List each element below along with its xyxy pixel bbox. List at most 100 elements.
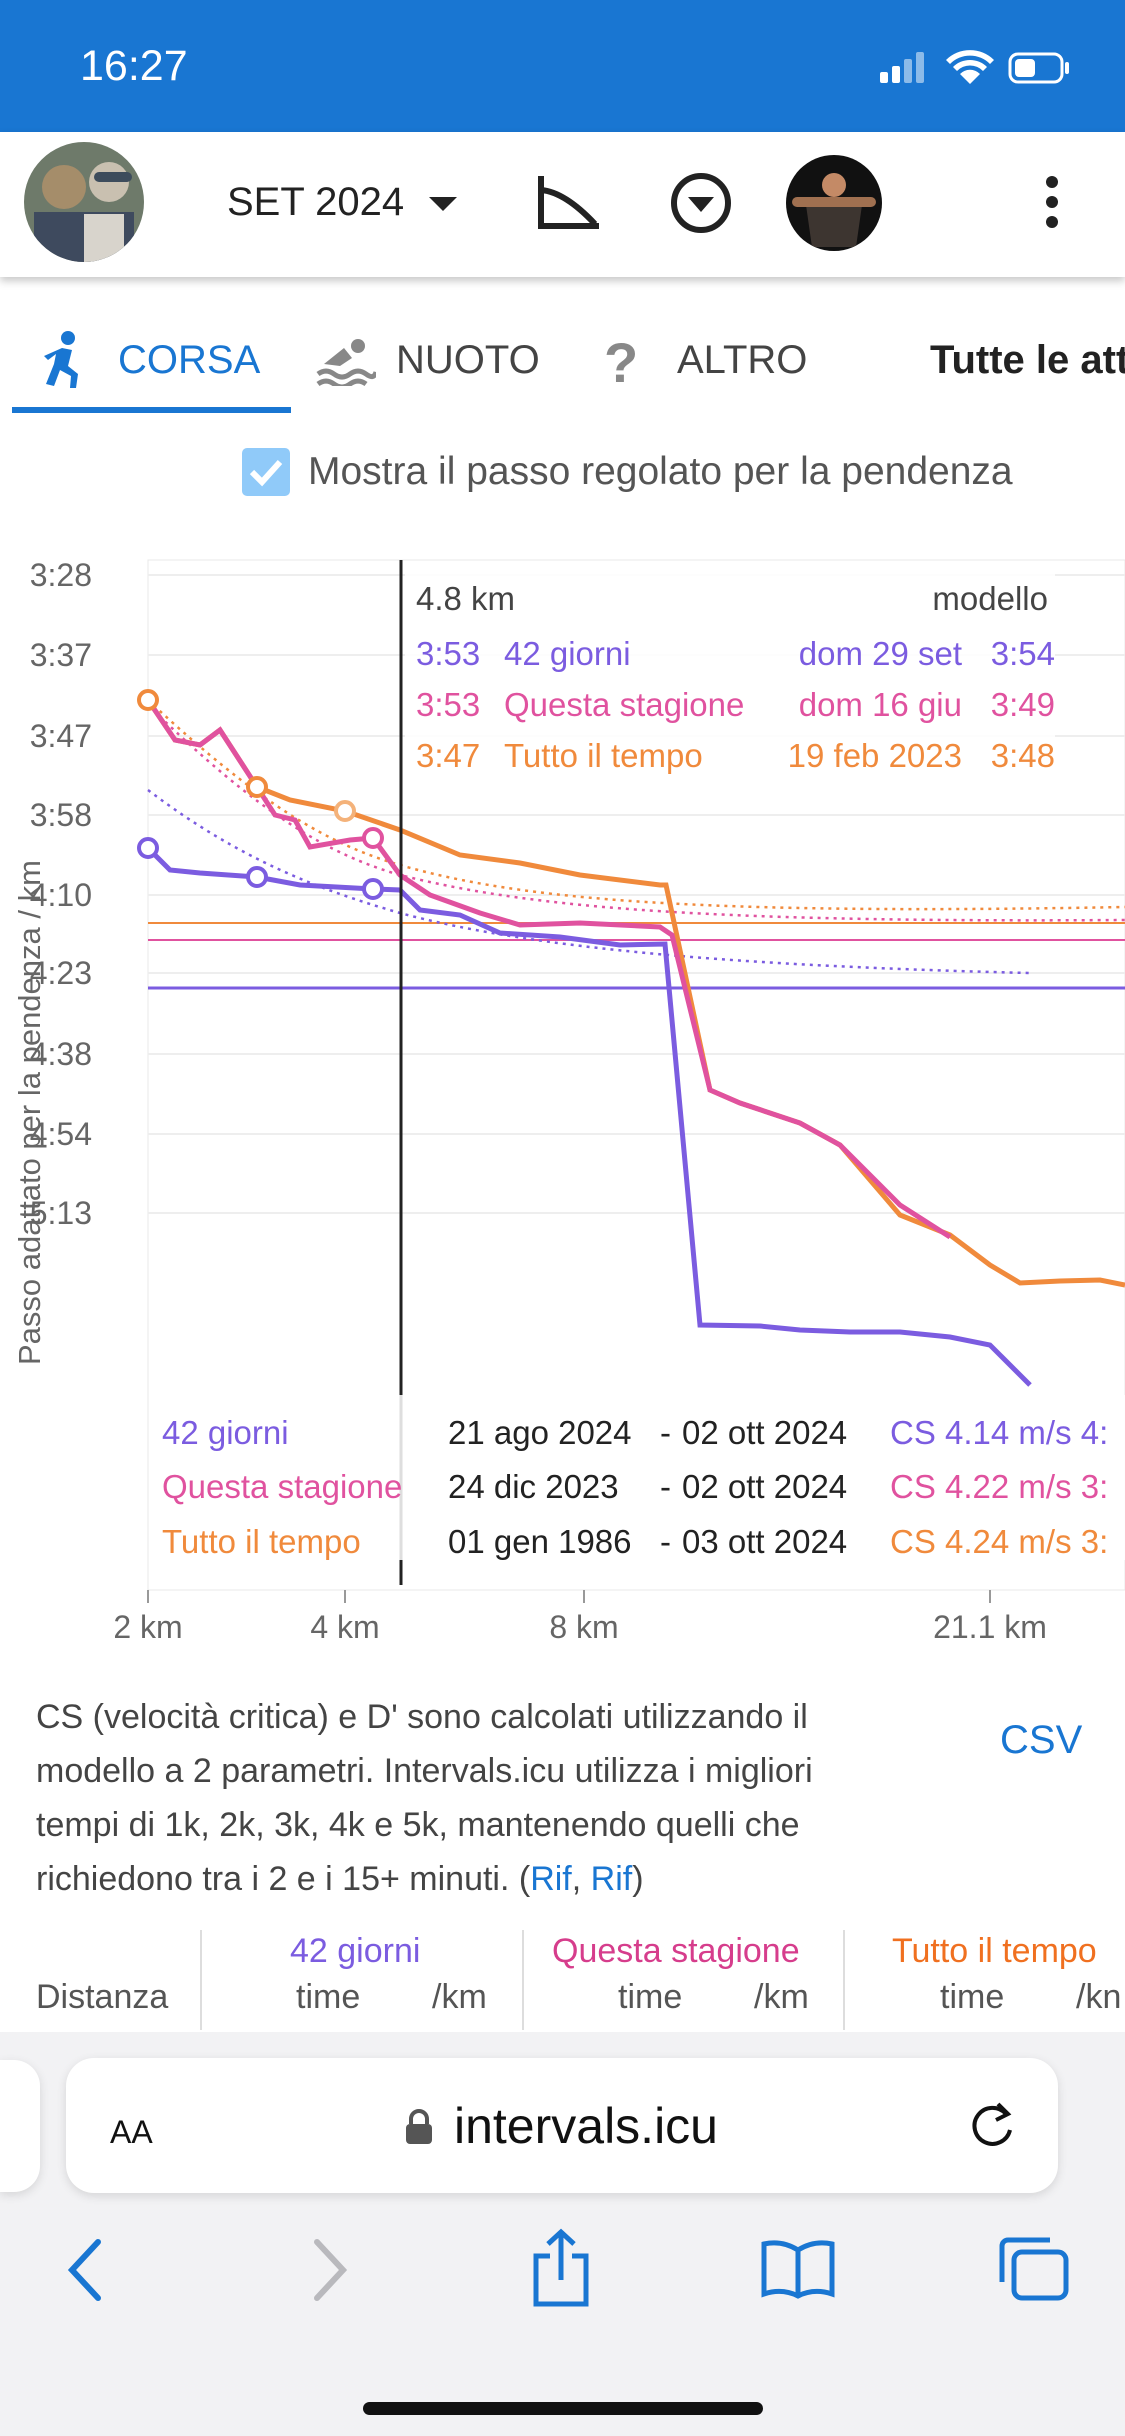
tooltip-pace: 3:53 — [416, 686, 480, 723]
legend-bg — [152, 1395, 1125, 1560]
y-tick-label: 3:37 — [30, 637, 92, 673]
x-tick-label: 8 km — [549, 1609, 618, 1645]
text-size-button[interactable]: AA — [110, 2104, 153, 2154]
tooltip-bg — [405, 565, 1055, 785]
y-tick-label: 4:23 — [30, 955, 92, 991]
address-bar[interactable] — [66, 2058, 1058, 2193]
app-header — [0, 132, 1125, 277]
question-icon: ? — [604, 331, 639, 394]
share-icon[interactable] — [528, 2228, 594, 2308]
legend-series-name[interactable]: 42 giorni — [162, 1414, 289, 1451]
cellular-signal-icon — [880, 52, 924, 83]
marker-stagione-4k — [362, 827, 384, 849]
swim-icon — [316, 339, 376, 386]
power-curve-icon[interactable] — [535, 172, 605, 232]
user-avatar[interactable] — [24, 142, 144, 262]
table-perkm-header: /km — [432, 1978, 487, 2016]
y-tick-label: 3:47 — [30, 718, 92, 754]
athlete-avatar[interactable] — [786, 155, 882, 251]
y-tick-label: 4:10 — [30, 877, 92, 913]
tab-altro[interactable]: ALTRO — [677, 338, 808, 382]
bookmarks-icon[interactable] — [760, 2238, 836, 2300]
status-time: 16:27 — [80, 42, 188, 90]
slope-adjusted-checkbox[interactable] — [242, 448, 290, 496]
back-icon[interactable] — [60, 2236, 110, 2306]
active-tab-indicator — [12, 407, 291, 413]
y-tick-label: 4:38 — [30, 1036, 92, 1072]
legend-dash: - — [660, 1414, 671, 1451]
url-text[interactable]: intervals.icu — [454, 2098, 718, 2154]
forward-icon[interactable] — [305, 2236, 355, 2306]
description-end: ) — [632, 1860, 644, 1898]
cs-description: CS (velocità critica) e D' sono calcolat… — [36, 1690, 866, 1906]
table-perkm-header: /kn — [1076, 1978, 1122, 2016]
previous-tab-edge[interactable] — [0, 2060, 40, 2192]
status-bar — [0, 0, 1125, 132]
table-group-stagione[interactable]: Questa stagione — [552, 1932, 800, 1970]
tooltip-pace: 3:47 — [416, 737, 480, 774]
ref-link-1[interactable]: Rif — [530, 1860, 572, 1898]
tooltip-date: dom 29 set — [799, 635, 962, 672]
tooltip-date: dom 16 giu — [799, 686, 962, 723]
legend-dash: - — [660, 1523, 671, 1560]
y-tick-label: 5:13 — [30, 1195, 92, 1231]
tab-corsa[interactable]: CORSA — [118, 338, 261, 382]
column-divider — [522, 1930, 524, 2030]
tooltip-model-header: modello — [932, 580, 1048, 617]
legend-to-date: 02 ott 2024 — [682, 1414, 847, 1451]
x-tick-label: 4 km — [310, 1609, 379, 1645]
battery-icon — [1008, 52, 1069, 84]
tooltip-model: 3:49 — [991, 686, 1055, 723]
tooltip-series-name: Tutto il tempo — [504, 737, 703, 774]
tooltip-model: 3:54 — [991, 635, 1055, 672]
legend-to-date: 02 ott 2024 — [682, 1468, 847, 1505]
legend-from-date: 01 gen 1986 — [448, 1523, 632, 1560]
status-icons — [880, 50, 1069, 84]
series-line-42 — [146, 846, 1032, 1387]
csv-button[interactable]: CSV — [1000, 1718, 1083, 1762]
lock-icon — [406, 2109, 432, 2144]
text-size-label: AA — [110, 2114, 153, 2150]
check-icon — [249, 459, 283, 487]
marker-42-3k — [246, 866, 268, 888]
marker-tutto-2k — [137, 689, 159, 711]
tooltip-date: 19 feb 2023 — [788, 737, 962, 774]
tooltip-series-name: 42 giorni — [504, 635, 631, 672]
legend-dash: - — [660, 1468, 671, 1505]
tab-tutte[interactable]: Tutte le att — [930, 338, 1125, 382]
pace-curve-chart[interactable]: 3:28 3:37 3:47 3:58 4:10 4:23 4:38 4:54 5:13 2 k… — [0, 545, 1125, 1655]
table-group-42[interactable]: 42 giorni — [290, 1932, 421, 1970]
checkbox-label: Mostra il passo regolato per la pendenza — [308, 450, 1013, 493]
table-time-header: time — [940, 1978, 1005, 2016]
legend-series-name[interactable]: Questa stagione — [162, 1468, 402, 1505]
run-icon — [44, 331, 78, 388]
legend-from-date: 21 ago 2024 — [448, 1414, 632, 1451]
tooltip-distance: 4.8 km — [416, 580, 515, 617]
y-tick-label: 3:58 — [30, 797, 92, 833]
table-time-header: time — [296, 1978, 361, 2016]
table-group-tutto[interactable]: Tutto il tempo — [892, 1932, 1097, 1970]
circle-chevron-down-icon[interactable] — [668, 170, 734, 236]
more-vert-icon[interactable] — [1040, 172, 1064, 232]
reload-icon[interactable] — [966, 2100, 1018, 2152]
tooltip-rows: 3:53 42 giorni dom 29 set 3:54 3:53 Questa st… — [416, 635, 1055, 774]
table-perkm-header: /km — [754, 1978, 809, 2016]
ref-link-2[interactable]: Rif — [590, 1860, 633, 1898]
y-axis-label: Passo adattato per la pendenza / km — [12, 860, 47, 1365]
x-ticks: 2 km 4 km 8 km 21.1 km — [113, 1590, 1047, 1645]
legend-to-date: 03 ott 2024 — [682, 1523, 847, 1560]
column-divider — [843, 1930, 845, 2030]
month-selector[interactable]: SET 2024 — [227, 180, 461, 225]
legend-series-name[interactable]: Tutto il tempo — [162, 1523, 361, 1560]
x-tick-label: 2 km — [113, 1609, 182, 1645]
description-text: CS (velocità critica) e D' sono calcolat… — [36, 1698, 813, 1898]
legend-cs: CS 4.24 m/s 3: — [890, 1523, 1108, 1560]
legend-from-date: 24 dic 2023 — [448, 1468, 619, 1505]
column-divider — [200, 1930, 202, 2030]
y-tick-label: 3:28 — [30, 557, 92, 593]
tab-nuoto[interactable]: NUOTO — [396, 338, 540, 382]
legend-cs: CS 4.22 m/s 3: — [890, 1468, 1108, 1505]
distance-header: Distanza — [36, 1978, 169, 2016]
wifi-icon — [946, 50, 994, 84]
tabs-icon[interactable] — [996, 2234, 1072, 2304]
